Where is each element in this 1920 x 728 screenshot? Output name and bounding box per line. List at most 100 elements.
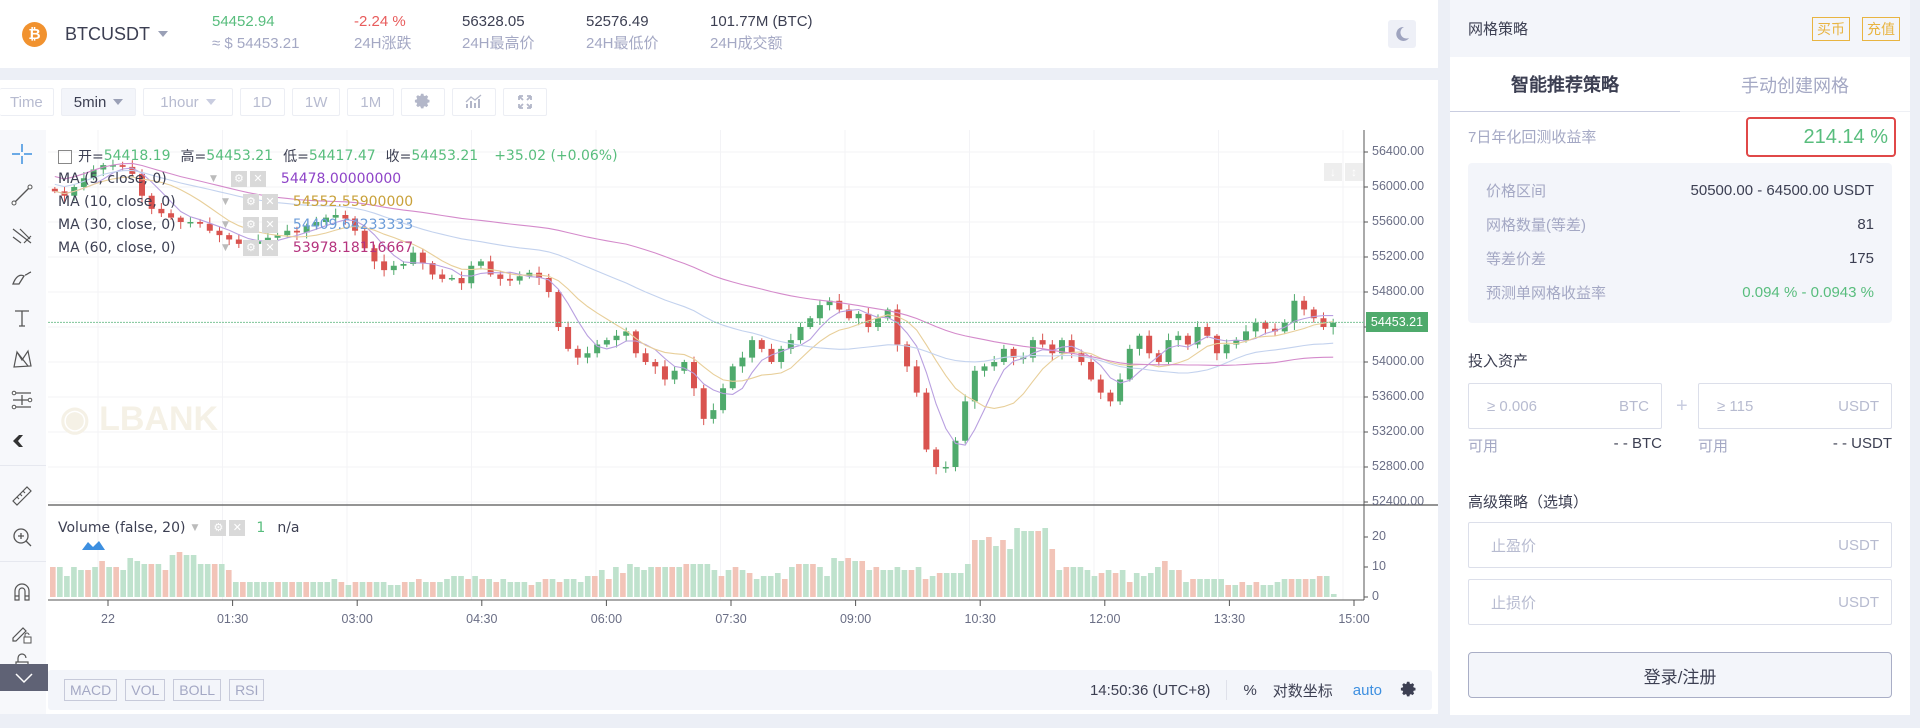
measure-lines-tool[interactable]: [4, 382, 40, 418]
interval-label: 5min: [73, 93, 107, 111]
ma5-value: 54478.00000000: [280, 170, 402, 187]
collapse-icon[interactable]: [58, 149, 72, 164]
gear-icon[interactable]: [1400, 681, 1418, 699]
crosshair-tool[interactable]: [4, 136, 40, 172]
chart-toolbar: Time 5min 1hour 1D 1W 1M: [0, 88, 554, 116]
price-tick: 52400.00: [1372, 494, 1425, 508]
info-row: 等差价差 175: [1486, 241, 1874, 275]
brush-tool[interactable]: [4, 259, 40, 295]
gear-icon[interactable]: ⚙: [210, 520, 227, 536]
gear-icon[interactable]: ⚙: [230, 170, 247, 187]
chevron-down-icon[interactable]: ▼: [222, 242, 229, 253]
login-register-button[interactable]: 登录/注册: [1468, 652, 1892, 698]
btc-amount-input[interactable]: ≥ 0.006 BTC: [1468, 383, 1662, 429]
auto-scale-toggle[interactable]: auto: [1352, 681, 1382, 699]
gear-icon[interactable]: ⚙: [242, 193, 259, 210]
tab-smart-strategy[interactable]: 智能推荐策略: [1450, 57, 1680, 112]
chevron-down-icon[interactable]: ▼: [210, 173, 217, 184]
symbol-selector[interactable]: ₿ BTCUSDT: [22, 21, 212, 47]
divider: [0, 465, 46, 466]
close-icon[interactable]: ✕: [261, 216, 278, 233]
time-tick: 15:00: [1338, 612, 1370, 626]
chevron-down-icon[interactable]: ▼: [222, 219, 229, 230]
deposit-button[interactable]: 充值: [1862, 17, 1900, 41]
interval-5min-button[interactable]: 5min: [60, 88, 137, 116]
back-arrow-tool[interactable]: [4, 423, 40, 459]
log-scale-toggle[interactable]: 对数坐标: [1272, 682, 1333, 700]
zoom-in-icon: [13, 528, 32, 547]
indicators-button[interactable]: [452, 88, 497, 116]
btc-placeholder: ≥ 0.006: [1487, 397, 1537, 415]
gear-icon[interactable]: ⚙: [242, 239, 259, 256]
magnet-tool[interactable]: [4, 574, 40, 610]
time-tick: 06:00: [590, 612, 623, 626]
pitchfork-tool[interactable]: [4, 218, 40, 254]
close-label: 收=: [385, 148, 412, 165]
close-icon[interactable]: ✕: [229, 520, 246, 536]
usdt-placeholder: ≥ 115: [1717, 397, 1754, 415]
rsi-button[interactable]: RSI: [229, 679, 265, 701]
auto-scale-icon[interactable]: ↕: [1345, 163, 1363, 181]
unit-label: USDT: [1838, 593, 1879, 611]
ruler-icon: [12, 486, 32, 506]
header-actions: 买币 充值: [1800, 17, 1900, 41]
gear-icon: [415, 93, 430, 109]
price-tick: 56000.00: [1372, 179, 1425, 193]
close-icon[interactable]: ✕: [261, 239, 278, 256]
fullscreen-icon: [518, 95, 533, 109]
chart-settings-button[interactable]: [401, 88, 446, 116]
text-tool[interactable]: [4, 300, 40, 336]
take-profit-input[interactable]: 止盈价 USDT: [1468, 522, 1892, 568]
lock-drawings-tool[interactable]: [4, 615, 40, 651]
pattern-tool[interactable]: [4, 341, 40, 377]
interval-1d-button[interactable]: 1D: [239, 88, 285, 116]
usdt-available: 可用 - - USDT: [1698, 435, 1892, 456]
interval-1hour-button[interactable]: 1hour: [143, 88, 233, 116]
ma5-label: MA (5, close, 0): [58, 170, 167, 187]
candlestick-chart[interactable]: ◉ LBANK 开= 54418.19 高= 54453.21 低= 54417.47…: [48, 130, 1438, 665]
plus-icon: +: [1676, 395, 1688, 417]
ruler-tool[interactable]: [4, 478, 40, 514]
scroll-to-latest-icon[interactable]: ↓: [1324, 163, 1342, 181]
volume-count: 1: [256, 520, 266, 536]
time-tick: 03:00: [341, 612, 373, 626]
ma5-row: MA (5, close, 0) ▼ ⚙ ✕ 54478.00000000: [58, 167, 628, 190]
buy-coin-button[interactable]: 买币: [1812, 17, 1850, 41]
interval-1w-button[interactable]: 1W: [291, 88, 341, 116]
volume-label: 24H成交额: [710, 35, 783, 52]
low-label: 低=: [283, 148, 309, 165]
collapse-toolbar-button[interactable]: [0, 664, 48, 691]
available-usdt: - - USDT: [1832, 435, 1892, 452]
chevron-down-icon[interactable]: ▼: [222, 196, 229, 207]
interval-1m-button[interactable]: 1M: [347, 88, 395, 116]
high-stat: 56328.05 24H最高价: [462, 12, 586, 56]
lock-pencil-icon: [12, 627, 32, 644]
percent-scale-toggle[interactable]: %: [1243, 681, 1257, 699]
macd-button[interactable]: MACD: [64, 679, 118, 701]
tab-manual-grid[interactable]: 手动创建网格: [1741, 75, 1849, 96]
close-icon[interactable]: ✕: [249, 170, 266, 187]
chevron-down-icon: [158, 31, 168, 37]
btc-available: 可用 - - BTC: [1468, 435, 1662, 456]
fullscreen-button[interactable]: [503, 88, 548, 116]
gear-icon[interactable]: ⚙: [242, 216, 259, 233]
zoom-in-tool[interactable]: [4, 519, 40, 555]
time-tick: 01:30: [216, 612, 249, 626]
price-tick: 53200.00: [1372, 424, 1425, 438]
grid-count-label: 网格数量(等差): [1486, 216, 1586, 234]
trend-line-tool[interactable]: [4, 177, 40, 213]
pattern-icon: [13, 349, 32, 368]
low-label: 24H最低价: [586, 35, 659, 52]
usdt-amount-input[interactable]: ≥ 115 USDT: [1698, 383, 1892, 429]
theme-toggle-button[interactable]: [1388, 20, 1416, 48]
stop-loss-input[interactable]: 止损价 USDT: [1468, 579, 1892, 625]
grid-yield-value: 0.094 % - 0.0943 %: [1742, 283, 1874, 301]
boll-button[interactable]: BOLL: [173, 679, 222, 701]
vol-button[interactable]: VOL: [125, 679, 166, 701]
ma30-label: MA (30, close, 0): [58, 216, 176, 233]
close-icon[interactable]: ✕: [261, 193, 278, 210]
chevron-down-icon[interactable]: ▼: [191, 523, 199, 533]
available-btc: - - BTC: [1613, 435, 1662, 452]
time-button[interactable]: Time: [0, 88, 54, 116]
